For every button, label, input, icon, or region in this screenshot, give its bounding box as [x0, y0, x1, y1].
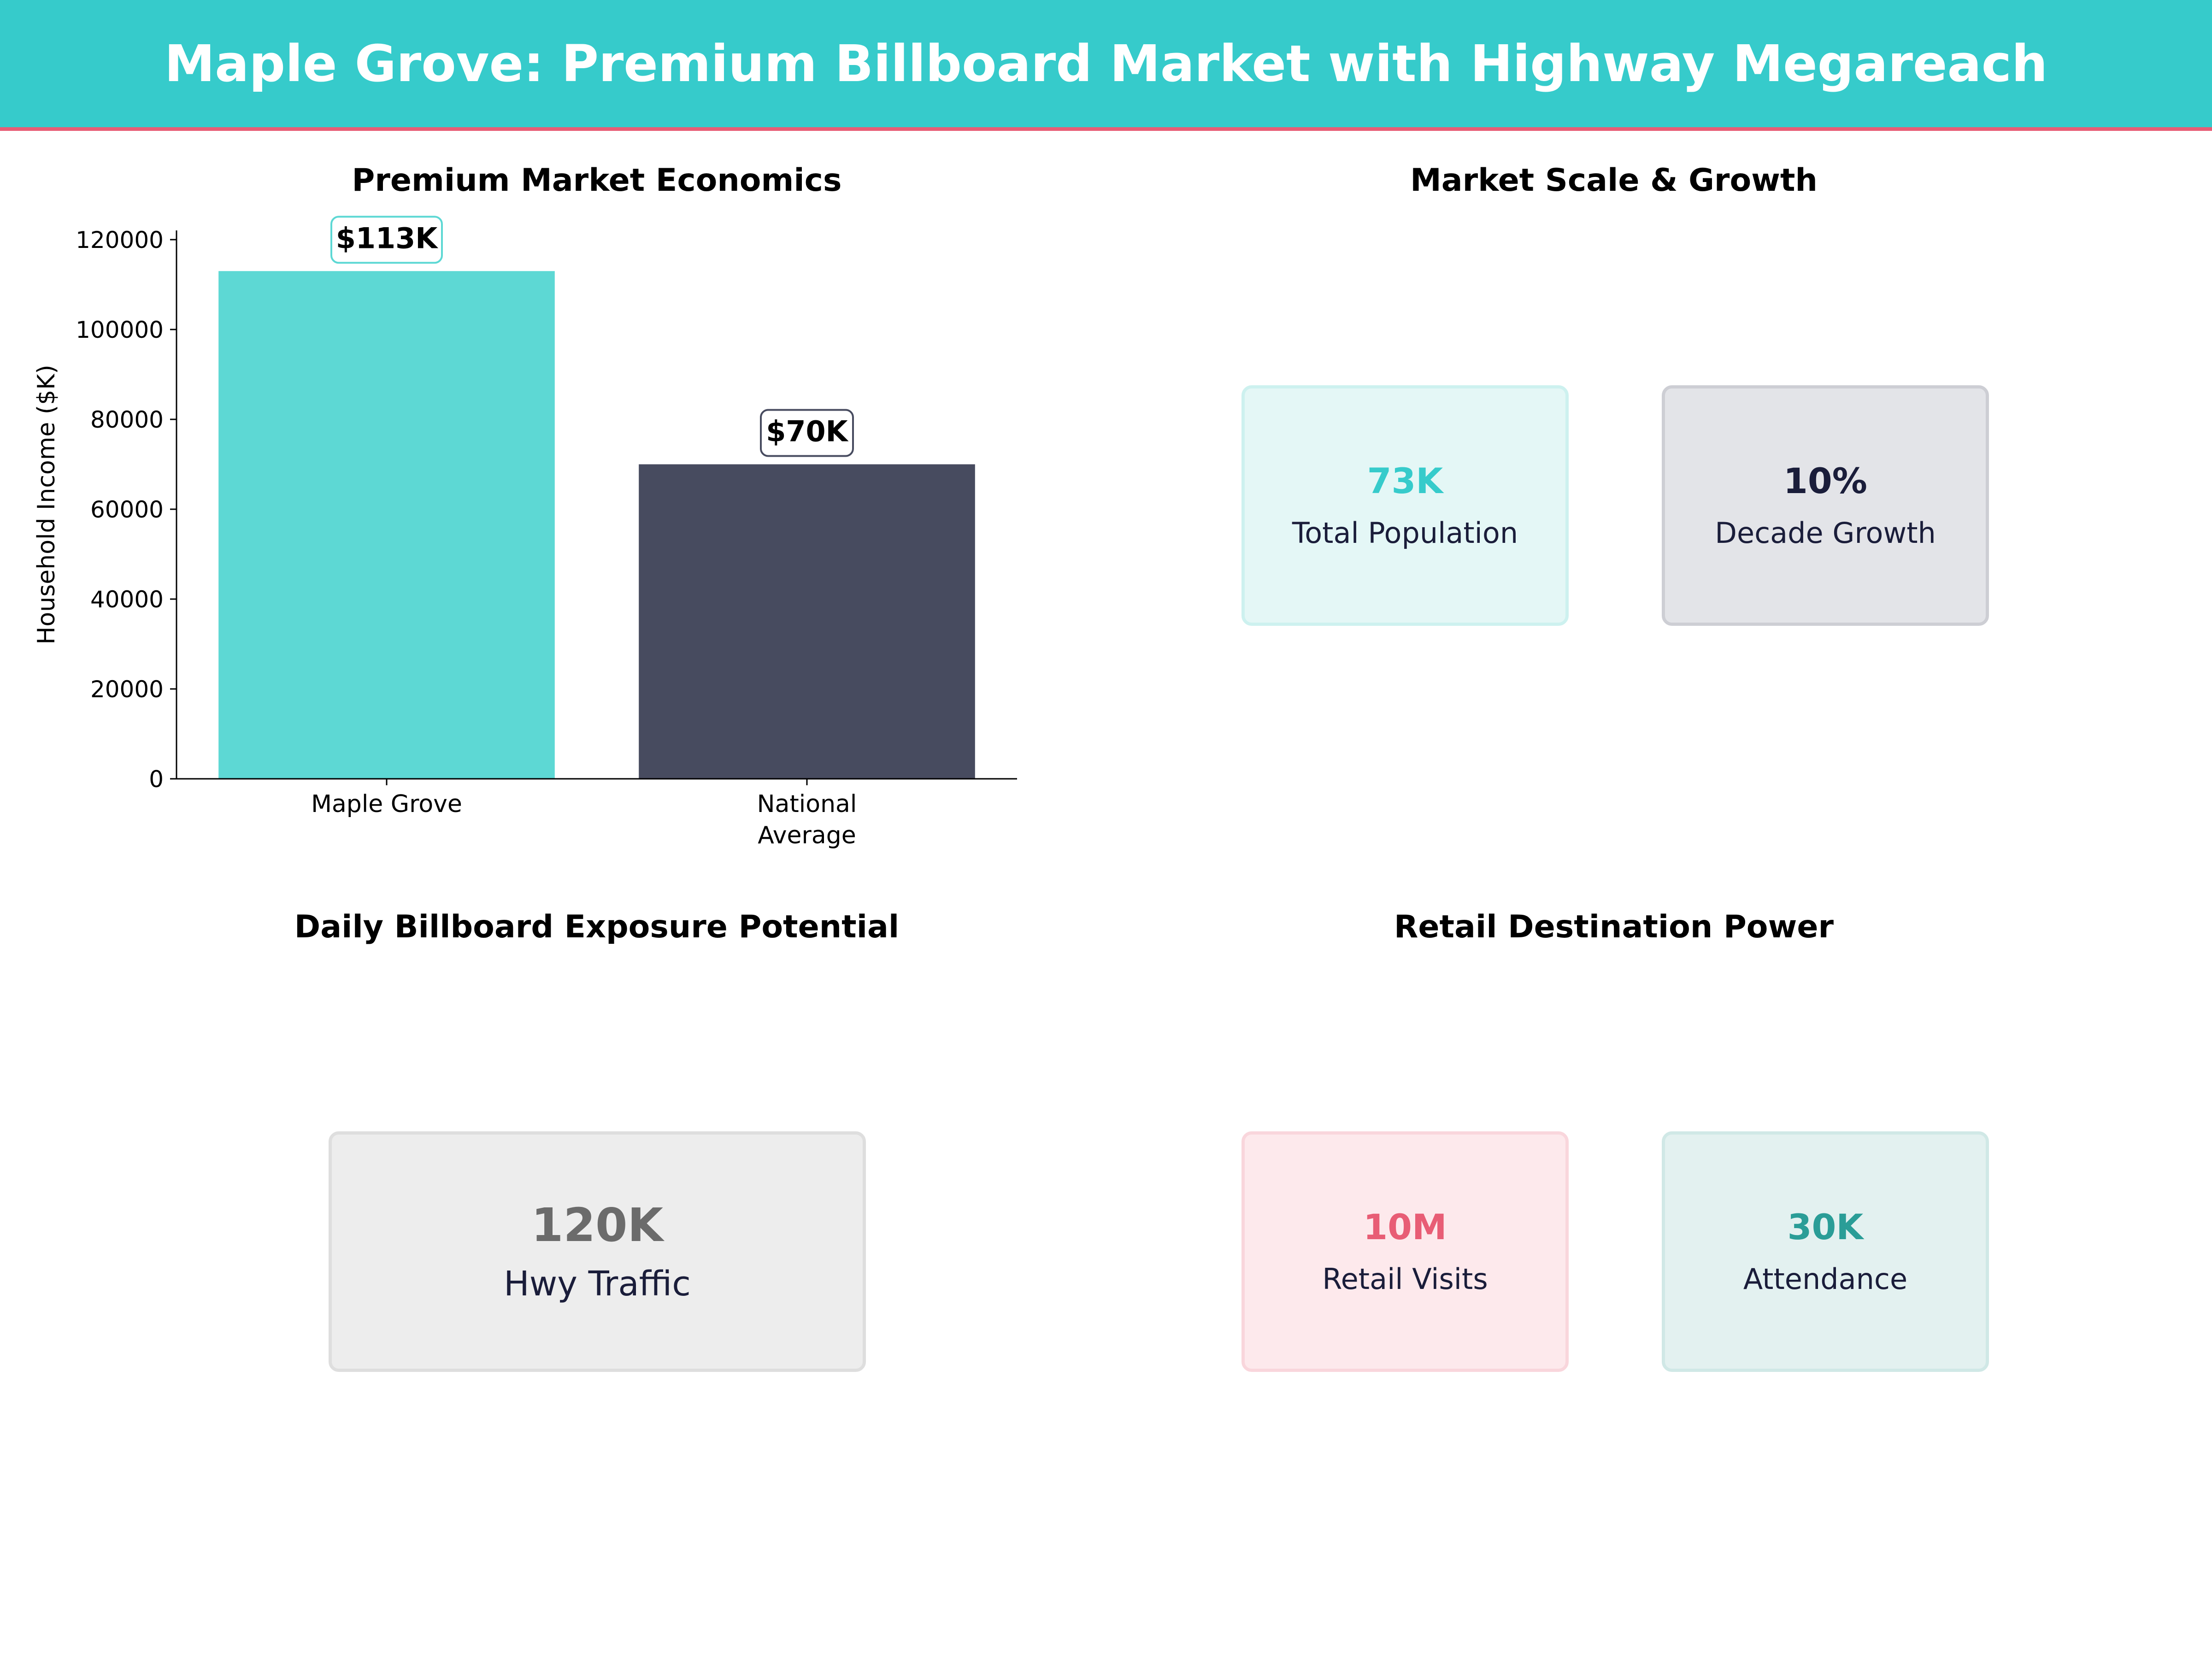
y-tick-label-2: 40000: [90, 586, 164, 613]
y-tick-label-4: 80000: [90, 406, 164, 433]
retail-title: Retail Destination Power: [1394, 909, 1834, 945]
growth-card: 10% Decade Growth: [1662, 385, 1989, 626]
x-tick-label-0: Maple Grove: [311, 790, 462, 818]
population-card: 73K Total Population: [1241, 385, 1569, 626]
attendance-label: Attendance: [1743, 1262, 1908, 1296]
bar-1: [639, 464, 975, 779]
data-label-1: $70K: [766, 415, 848, 448]
growth-value: 10%: [1783, 460, 1867, 501]
scale-title: Market Scale & Growth: [1410, 162, 1818, 199]
income-bar-chart: $113K Maple Grove $70K National Average 0 2000…: [33, 216, 1017, 849]
bar-0: [218, 271, 555, 779]
attendance-card: 30K Attendance: [1662, 1131, 1989, 1372]
population-label: Total Population: [1292, 516, 1518, 550]
x-tick-label-1: Average: [758, 822, 856, 849]
highway-traffic-card: 120K Hwy Traffic: [329, 1131, 866, 1372]
y-tick-label-5: 100000: [76, 317, 164, 343]
traffic-label: Hwy Traffic: [504, 1264, 691, 1304]
population-value: 73K: [1367, 460, 1443, 501]
data-label-0: $113K: [336, 221, 439, 255]
x-tick-label-1: National: [757, 790, 857, 818]
data-label-box-0: [330, 216, 443, 264]
exposure-title: Daily Billboard Exposure Potential: [294, 909, 900, 945]
y-axis-label: Household Income ($K): [33, 365, 60, 644]
economics-title: Premium Market Economics: [352, 162, 842, 199]
y-tick-label-0: 0: [149, 766, 164, 793]
retail-visits-label: Retail Visits: [1322, 1262, 1488, 1296]
data-label-box-1: [760, 409, 854, 457]
retail-visits-card: 10M Retail Visits: [1241, 1131, 1569, 1372]
y-tick-label-1: 20000: [90, 676, 164, 703]
attendance-value: 30K: [1787, 1206, 1864, 1247]
header-banner: Maple Grove: Premium Billboard Market wi…: [0, 0, 2212, 131]
retail-visits-value: 10M: [1363, 1206, 1447, 1247]
page-title: Maple Grove: Premium Billboard Market wi…: [164, 34, 2048, 93]
y-tick-label-6: 120000: [76, 227, 164, 253]
y-tick-label-3: 60000: [90, 496, 164, 523]
growth-label: Decade Growth: [1715, 516, 1936, 550]
traffic-value: 120K: [531, 1198, 664, 1252]
